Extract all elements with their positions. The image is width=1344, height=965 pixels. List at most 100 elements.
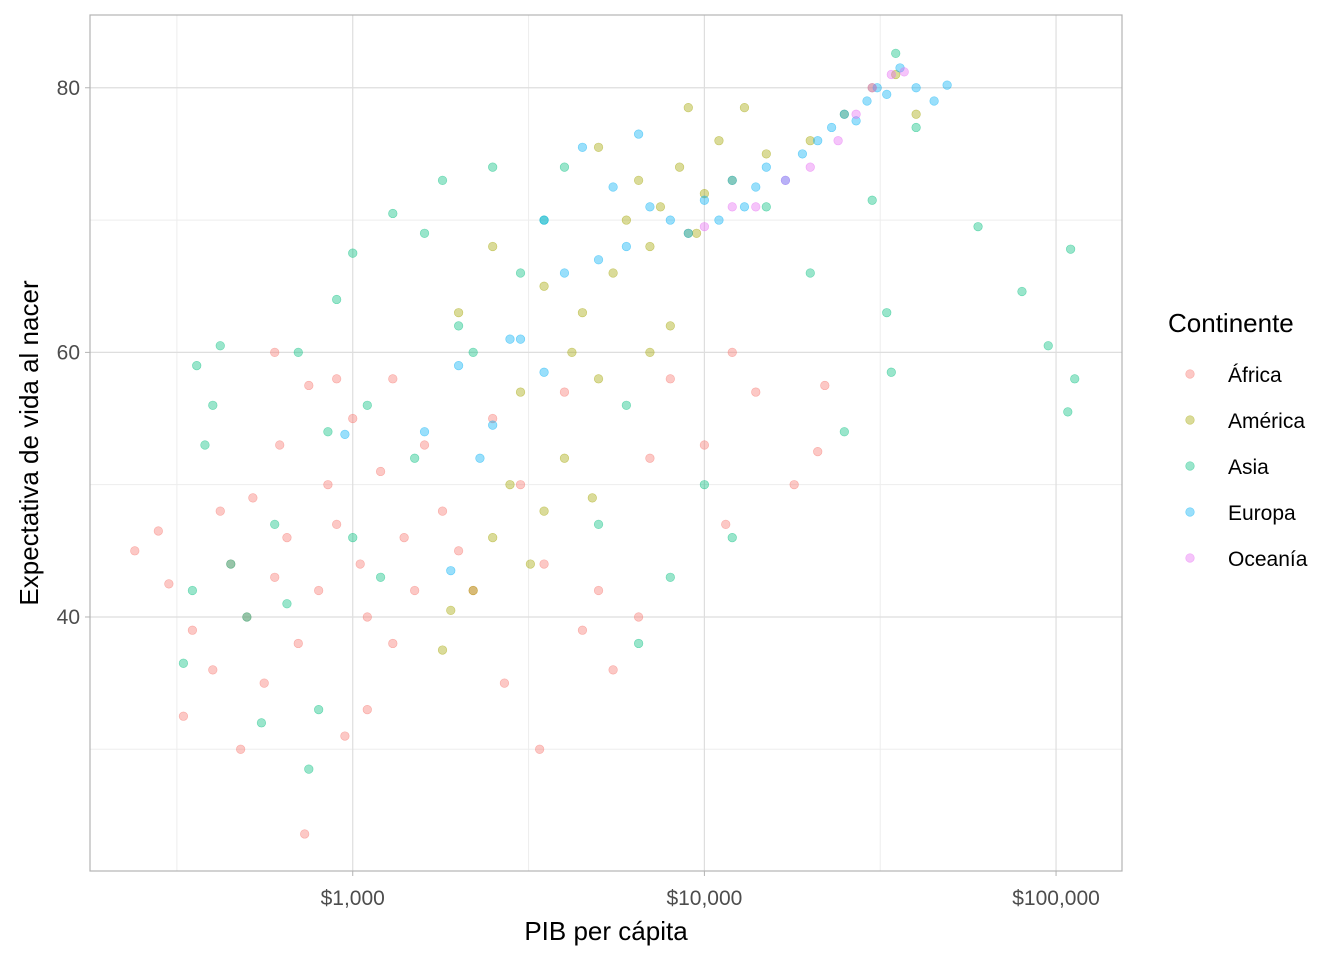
data-point-europa — [665, 215, 675, 225]
legend-key-asia — [1185, 461, 1195, 471]
data-point-europa — [645, 202, 655, 212]
data-point-áfrica — [634, 612, 644, 622]
legend-label: América — [1228, 410, 1305, 433]
data-point-asia — [665, 572, 675, 582]
data-point-asia — [178, 658, 189, 668]
data-point-áfrica — [248, 493, 258, 503]
panel-border — [89, 14, 1123, 872]
data-point-américa — [645, 241, 655, 252]
x-tick-label: $10,000 — [666, 887, 742, 910]
data-point-américa — [454, 308, 464, 318]
y-tick-label: 40 — [57, 606, 80, 629]
data-point-asia — [727, 532, 737, 543]
data-point-áfrica — [665, 374, 675, 384]
data-point-áfrica — [332, 519, 342, 529]
data-point-europa — [727, 175, 737, 185]
data-point-américa — [683, 103, 693, 113]
data-point-américa — [691, 228, 702, 238]
legend-key-américa — [1185, 415, 1195, 425]
data-point-áfrica — [410, 585, 420, 596]
data-point-europa — [446, 566, 456, 576]
data-point-asia — [488, 162, 498, 172]
data-point-asia — [208, 400, 218, 410]
data-point-oceanía — [899, 67, 909, 77]
data-point-europa — [559, 268, 570, 278]
data-point-europa — [539, 367, 549, 377]
data-point-áfrica — [419, 440, 430, 450]
data-point-áfrica — [515, 480, 526, 490]
x-tick-label: $1,000 — [321, 887, 385, 910]
data-point-oceanía — [833, 136, 843, 146]
data-point-asia — [559, 162, 570, 172]
data-point-áfrica — [539, 559, 549, 569]
data-point-américa — [911, 109, 921, 119]
data-point-américa — [559, 453, 570, 463]
data-point-oceanía — [699, 222, 709, 232]
data-point-europa — [851, 116, 861, 126]
data-point-áfrica — [178, 711, 189, 721]
data-point-asia — [839, 427, 849, 437]
data-point-asia — [242, 612, 252, 622]
data-point-áfrica — [332, 374, 342, 384]
data-point-áfrica — [577, 625, 588, 635]
data-point-oceanía — [886, 69, 896, 80]
data-point-asia — [454, 321, 464, 331]
data-point-américa — [505, 480, 515, 490]
data-point-europa — [839, 109, 849, 119]
y-axis-ticks: 40 60 80 — [57, 77, 90, 629]
y-tick-label: 60 — [57, 341, 80, 364]
data-point-áfrica — [593, 585, 604, 596]
data-point-europa — [797, 149, 808, 159]
data-point-áfrica — [388, 374, 398, 384]
data-point-áfrica — [727, 347, 737, 357]
data-point-áfrica — [699, 440, 709, 450]
data-point-américa — [587, 493, 597, 503]
legend-key-áfrica — [1185, 369, 1195, 379]
data-point-europa — [683, 228, 693, 238]
data-point-europa — [882, 89, 892, 99]
data-point-áfrica — [236, 744, 246, 754]
data-point-áfrica — [323, 480, 333, 490]
data-point-áfrica — [399, 532, 409, 543]
data-point-áfrica — [314, 585, 324, 596]
data-point-europa — [340, 429, 350, 440]
data-point-asia — [348, 248, 358, 258]
data-point-áfrica — [275, 440, 285, 450]
data-point-europa — [608, 182, 618, 192]
grid-lines — [90, 15, 1122, 871]
data-point-europa — [739, 202, 750, 212]
data-point-áfrica — [304, 380, 314, 391]
data-point-asia — [282, 599, 292, 609]
data-point-américa — [608, 268, 618, 278]
data-point-américa — [739, 103, 750, 113]
data-point-europa — [942, 80, 952, 90]
data-point-oceanía — [867, 83, 877, 93]
data-point-américa — [621, 215, 631, 225]
data-point-asia — [1066, 244, 1076, 254]
data-point-asia — [332, 294, 342, 305]
data-point-áfrica — [355, 559, 365, 569]
data-point-áfrica — [559, 387, 570, 397]
data-point-áfrica — [270, 572, 280, 582]
data-point-áfrica — [215, 506, 225, 516]
data-point-áfrica — [751, 387, 761, 397]
data-point-asia — [699, 480, 709, 490]
data-point-américa — [674, 162, 685, 172]
data-point-europa — [761, 162, 771, 172]
data-point-asia — [215, 341, 225, 351]
data-point-áfrica — [153, 526, 163, 536]
x-axis-ticks: $1,000 $10,000 $100,000 — [321, 871, 1100, 910]
legend-key-oceanía — [1185, 553, 1195, 563]
data-point-américa — [593, 142, 604, 152]
data-point-áfrica — [375, 466, 386, 477]
data-point-asia — [805, 268, 815, 278]
data-point-europa — [862, 96, 872, 106]
data-point-áfrica — [348, 413, 358, 424]
data-point-américa — [714, 136, 724, 146]
data-point-américa — [488, 532, 498, 543]
data-point-asia — [293, 347, 303, 357]
data-point-asia — [375, 572, 386, 582]
data-point-áfrica — [454, 546, 464, 556]
data-point-áfrica — [488, 413, 498, 424]
legend-label: Oceanía — [1228, 548, 1308, 571]
